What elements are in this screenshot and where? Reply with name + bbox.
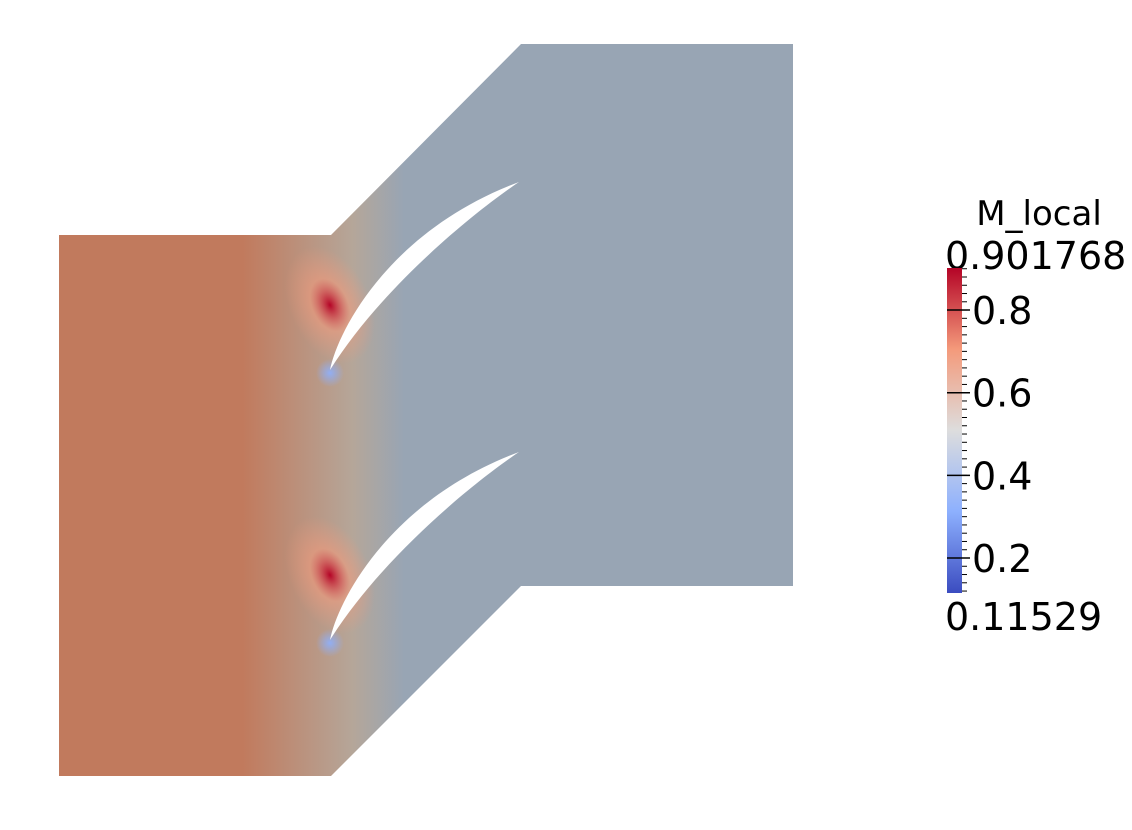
colorbar-min-label: 0.11529 (945, 595, 1102, 639)
colorbar-ticks: 0.8 0.6 0.4 0.2 (947, 289, 1032, 581)
colorbar: M_local 0.901768 0.8 0.6 0.4 0.2 0.11529 (945, 194, 1126, 639)
colorbar-title: M_local (976, 194, 1102, 234)
stagnation-point-upper (316, 359, 344, 387)
colorbar-minor-ticks (962, 268, 967, 592)
stagnation-point-lower (316, 629, 344, 657)
flow-domain (59, 44, 793, 776)
colorbar-tick-label: 0.2 (972, 537, 1032, 581)
colorbar-tick-label: 0.8 (972, 289, 1032, 333)
colorbar-tick-label: 0.4 (972, 454, 1032, 498)
colorbar-tick-label: 0.6 (972, 372, 1032, 416)
colorbar-max-label: 0.901768 (945, 234, 1126, 278)
colorbar-bar (947, 268, 962, 593)
